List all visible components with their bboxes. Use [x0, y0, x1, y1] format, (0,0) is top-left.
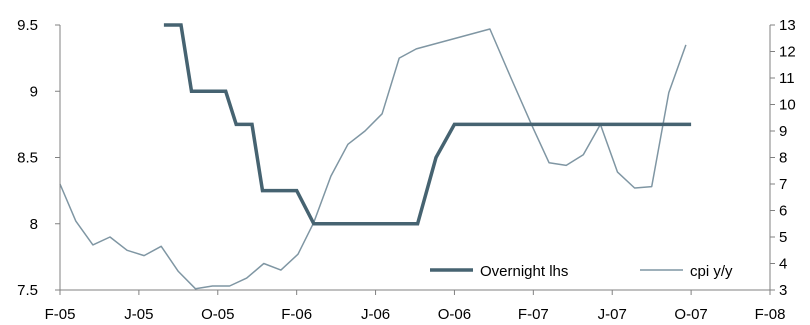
right-tick-label: 10 [779, 97, 796, 114]
x-tick-label: J-07 [598, 306, 627, 323]
right-tick-label: 9 [779, 123, 787, 140]
left-axis-ticks: 7.5 8 8.5 9 9.5 [17, 17, 60, 299]
left-tick-label: 7.5 [17, 282, 38, 299]
series-line-overnight [163, 23, 692, 226]
left-tick-label: 9 [30, 83, 38, 100]
right-tick-label: 7 [779, 176, 787, 193]
legend-label-overnight: Overnight lhs [480, 263, 568, 280]
right-tick-label: 3 [779, 282, 787, 299]
right-tick-label: 6 [779, 203, 787, 220]
x-tick-label: F-05 [45, 306, 76, 323]
x-tick-label: O-07 [674, 306, 707, 323]
x-axis-ticks: F-05 J-05 O-05 F-06 J-06 O-06 F-07 J-07 O-07 F-08 [45, 290, 786, 323]
left-tick-label: 9.5 [17, 17, 38, 34]
x-tick-label: F-06 [281, 306, 312, 323]
legend: Overnight lhs cpi y/y [430, 263, 733, 280]
right-tick-label: 12 [779, 44, 796, 61]
left-tick-label: 8.5 [17, 150, 38, 167]
left-tick-label: 8 [30, 216, 38, 233]
right-tick-label: 4 [779, 256, 787, 273]
x-tick-label: J-06 [361, 306, 390, 323]
x-tick-label: J-05 [124, 306, 153, 323]
legend-label-cpi: cpi y/y [690, 263, 733, 280]
right-tick-label: 11 [779, 70, 795, 87]
right-tick-label: 8 [779, 150, 787, 167]
right-axis-ticks: 3 4 5 6 7 8 9 10 11 12 13 [770, 17, 796, 299]
right-tick-label: 13 [779, 17, 796, 34]
x-tick-label: F-08 [755, 306, 786, 323]
x-tick-label: F-07 [518, 306, 549, 323]
x-tick-label: O-05 [201, 306, 234, 323]
series-line-cpi [59, 28, 687, 290]
plot-lines [59, 23, 692, 290]
right-tick-label: 5 [779, 229, 787, 246]
x-tick-label: O-06 [438, 306, 471, 323]
